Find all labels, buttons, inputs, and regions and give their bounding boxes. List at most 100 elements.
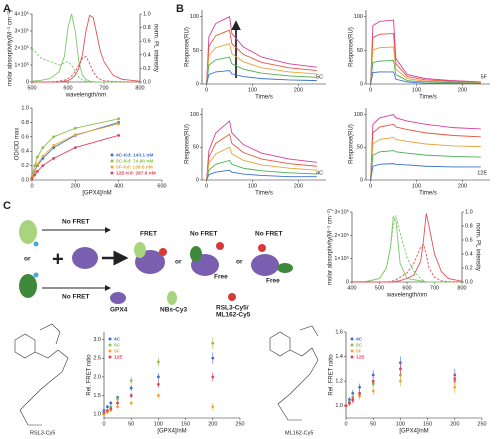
data-line (31, 47, 140, 83)
data-point (157, 360, 160, 364)
cy3-dye (33, 241, 39, 247)
y-tick-label: 2×10⁵ (334, 232, 349, 239)
legend-swatch (108, 337, 112, 341)
panel-tag: 4C (316, 170, 323, 176)
data-point (453, 385, 457, 389)
data-point (52, 157, 56, 160)
x-tick-label: 0 (205, 183, 208, 189)
data-line (370, 114, 481, 181)
schematic-label: No FRET (62, 294, 89, 301)
data-point (358, 392, 361, 395)
gpx4-icon (110, 292, 126, 304)
data-point (116, 397, 119, 401)
legend-label: 5F-Kd: 138.6 nM (116, 164, 153, 170)
x-tick-label: 200 (450, 421, 459, 427)
gpx4-protein (251, 254, 279, 276)
data-point (73, 146, 77, 150)
panel-tag: 5F (481, 74, 488, 80)
y2-tick-label: 0.2 (143, 66, 151, 72)
data-point (116, 401, 119, 405)
data-line (370, 150, 481, 181)
y-tick-label: 1.2 (335, 379, 343, 385)
data-point (116, 405, 119, 409)
or-label: or (175, 259, 182, 266)
x-tick-label: 500 (375, 285, 384, 291)
data-line (206, 70, 317, 85)
data-point (211, 341, 215, 345)
y-tick-label: 3×10⁵ (14, 27, 29, 34)
legend-label: 4C (114, 336, 121, 342)
y-tick-label: 0 (346, 279, 349, 285)
y-tick-label: 0 (196, 177, 199, 183)
legend-label: 5F (114, 348, 120, 354)
y-tick-label: 0 (360, 177, 363, 183)
panel-tag: 5C (316, 74, 323, 80)
schematic-label: No FRET (190, 231, 217, 238)
x-tick-label: 100 (248, 87, 257, 93)
nanobody-icon (167, 291, 177, 305)
x-tick-label: 250 (477, 421, 486, 427)
y-axis-label: Rel. FRET ratio (87, 354, 93, 396)
y-tick-label: 100 (190, 112, 199, 118)
data-point (41, 146, 45, 150)
data-line (370, 71, 481, 85)
schematic: or + No FRET No FRET FRET or No FRET Fre… (19, 219, 293, 319)
y-tick-label: 1.0 (335, 403, 343, 409)
data-line (32, 14, 141, 83)
data-point (41, 154, 45, 158)
x-tick-label: 150 (423, 421, 432, 427)
data-line (370, 33, 481, 85)
data-point (36, 169, 39, 173)
data-line (32, 55, 141, 83)
x-tick-label: 100 (412, 87, 421, 93)
legend-label: 5C (356, 342, 363, 348)
y-tick-label: 0.6 (21, 134, 29, 140)
y-tick-label: 1×10⁵ (334, 255, 349, 262)
y-tick-label: 2×10⁵ (14, 44, 29, 51)
data-point (157, 394, 160, 397)
y-tick-label: 1.0 (21, 105, 29, 111)
data-point (117, 117, 121, 121)
data-line (206, 56, 317, 85)
legend-label: 5F (356, 348, 362, 354)
schematic-label: Free (214, 274, 228, 281)
legend-label: 4C (356, 336, 363, 342)
x-tick-label: 0 (30, 183, 33, 189)
x-tick-label: 0 (205, 87, 208, 93)
y2-tick-label: 0.4 (143, 52, 151, 58)
data-point (344, 404, 348, 408)
y2-tick-label: 0.8 (465, 223, 473, 229)
data-line (31, 13, 140, 83)
y2-tick-label: 1.0 (143, 11, 151, 17)
legend-swatch (110, 171, 114, 175)
data-point (399, 367, 402, 371)
nanobody (134, 242, 146, 258)
cy5-probe (258, 244, 266, 252)
legend-label: 5C (114, 342, 121, 348)
data-point (157, 382, 160, 386)
x-tick-label: 150 (181, 421, 190, 427)
x-axis-label: wavelength/nm (65, 93, 106, 99)
x-tick-label: 100 (154, 421, 163, 427)
y-axis-label: molar absorptivity(M⁻¹ cm⁻¹) (328, 209, 334, 285)
legend-label: ML162-Cy5 (216, 312, 251, 319)
data-line (206, 159, 317, 181)
nanobody (19, 220, 37, 244)
data-point (211, 405, 215, 409)
data-point (371, 389, 375, 393)
schematic-label: FRET (140, 231, 157, 238)
data-point (211, 356, 215, 360)
data-point (358, 385, 361, 389)
data-point (36, 162, 39, 166)
y2-tick-label: 0.6 (465, 237, 473, 243)
data-line (206, 16, 317, 85)
structure-label: RSL3-Cy5 (30, 430, 55, 436)
y-axis-label: Rel. FRET ratio (329, 354, 335, 396)
or-label: or (236, 259, 243, 266)
y-axis-label: Response(RU) (185, 27, 191, 67)
y2-tick-label: 0.0 (465, 279, 473, 285)
x-tick-label: 400 (347, 285, 356, 291)
data-point (453, 377, 457, 381)
panel-label: B (176, 3, 184, 15)
